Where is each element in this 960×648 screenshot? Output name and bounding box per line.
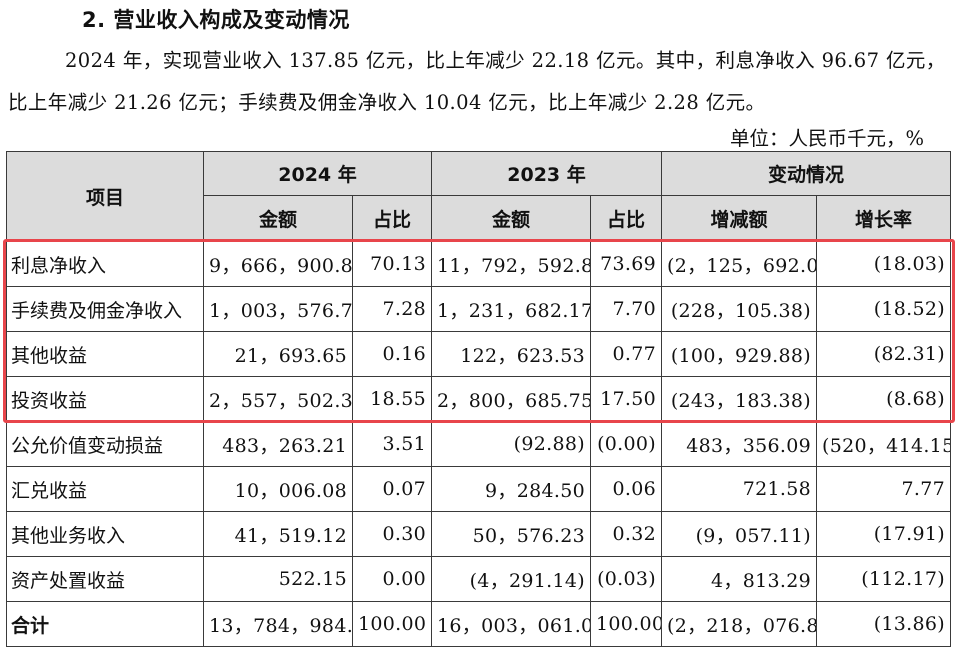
growth-rate: (520，414.15) <box>815 421 952 467</box>
summary-paragraph-line-1: 2024 年，实现营业收入 137.85 亿元，比上年减少 22.18 亿元。其… <box>65 49 946 72</box>
share-2024: 7.28 <box>352 286 432 332</box>
table-row: 汇兑收益 10，006.08 0.07 9，284.50 0.06 721.58… <box>6 466 952 512</box>
amount-2024: 483，263.21 <box>203 421 353 467</box>
amount-2023: 2，800，685.75 <box>431 376 591 422</box>
header-item: 项目 <box>6 151 204 242</box>
row-name: 其他业务收入 <box>6 511 204 557</box>
table-row: 公允价值变动损益 483，263.21 3.51 (92.88) (0.00) … <box>6 421 952 467</box>
summary-paragraph-line-2: 比上年减少 21.26 亿元；手续费及佣金净收入 10.04 亿元，比上年减少 … <box>8 91 766 114</box>
header-share-2024: 占比 <box>352 195 432 242</box>
share-2023: 17.50 <box>590 376 662 422</box>
share-2023: 7.70 <box>590 286 662 332</box>
header-growth-rate: 增长率 <box>815 195 952 242</box>
amount-2023: 122，623.53 <box>431 331 591 377</box>
row-name: 投资收益 <box>6 376 204 422</box>
share-2024: 70.13 <box>352 241 432 287</box>
share-2024: 18.55 <box>352 376 432 422</box>
amount-2024: 522.15 <box>203 556 353 602</box>
row-name: 利息净收入 <box>6 241 204 287</box>
total-amount-2023: 16，003，061.00 <box>431 601 591 647</box>
change-amount: (9，057.11) <box>661 511 817 557</box>
header-year-2023: 2023 年 <box>431 151 662 196</box>
header-year-2024: 2024 年 <box>203 151 432 196</box>
amount-2023: 11，792，592.84 <box>431 241 591 287</box>
table-header-row-2: 金额 占比 金额 占比 增减额 增长率 <box>7 195 952 242</box>
amount-2024: 21，693.65 <box>203 331 353 377</box>
header-share-2023: 占比 <box>590 195 662 242</box>
table-row: 投资收益 2，557，502.37 18.55 2，800，685.75 17.… <box>6 376 952 422</box>
total-amount-2024: 13，784，984.19 <box>203 601 353 647</box>
growth-rate: (112.17) <box>815 556 952 602</box>
share-2023: (0.00) <box>590 421 662 467</box>
total-change-amount: (2，218，076.81) <box>661 601 817 647</box>
amount-2024: 1，003，576.79 <box>203 286 353 332</box>
row-name: 手续费及佣金净收入 <box>6 286 204 332</box>
amount-2024: 9，666，900.81 <box>203 241 353 287</box>
share-2024: 0.30 <box>352 511 432 557</box>
share-2024: 0.07 <box>352 466 432 512</box>
growth-rate: (18.03) <box>815 241 952 287</box>
total-row-name: 合计 <box>6 601 204 647</box>
table-row: 资产处置收益 522.15 0.00 (4，291.14) (0.03) 4，8… <box>6 556 952 602</box>
table-header-row-1: 项目 2024 年 2023 年 变动情况 <box>6 151 952 242</box>
share-2023: 0.06 <box>590 466 662 512</box>
growth-rate: (17.91) <box>815 511 952 557</box>
share-2024: 0.00 <box>352 556 432 602</box>
row-name: 公允价值变动损益 <box>6 421 204 467</box>
amount-2023: 9，284.50 <box>431 466 591 512</box>
share-2024: 3.51 <box>352 421 432 467</box>
change-amount: 721.58 <box>661 466 817 512</box>
row-name: 汇兑收益 <box>6 466 204 512</box>
share-2023: 0.32 <box>590 511 662 557</box>
change-amount: 483，356.09 <box>661 421 817 467</box>
share-2023: 0.77 <box>590 331 662 377</box>
amount-2023: (4，291.14) <box>431 556 591 602</box>
revenue-table: 项目 2024 年 2023 年 变动情况 金额 占比 金额 占比 增减额 增长… <box>6 151 952 647</box>
table-row: 手续费及佣金净收入 1，003，576.79 7.28 1，231，682.17… <box>6 286 952 332</box>
amount-2024: 10，006.08 <box>203 466 353 512</box>
table-total-row: 合计 13，784，984.19 100.00 16，003，061.00 10… <box>6 601 952 647</box>
share-2023: 73.69 <box>590 241 662 287</box>
change-amount: (2，125，692.03) <box>661 241 817 287</box>
change-amount: 4，813.29 <box>661 556 817 602</box>
growth-rate: (82.31) <box>815 331 952 377</box>
header-change: 变动情况 <box>660 151 952 196</box>
change-amount: (100，929.88) <box>661 331 817 377</box>
change-amount: (228，105.38) <box>661 286 817 332</box>
change-amount: (243，183.38) <box>661 376 817 422</box>
row-name: 资产处置收益 <box>6 556 204 602</box>
header-amount-2023: 金额 <box>431 195 591 242</box>
table-row: 其他收益 21，693.65 0.16 122，623.53 0.77 (100… <box>6 331 952 377</box>
table-row: 其他业务收入 41，519.12 0.30 50，576.23 0.32 (9，… <box>6 511 952 557</box>
amount-2023: 50，576.23 <box>431 511 591 557</box>
header-change-amount: 增减额 <box>661 195 817 242</box>
amount-2023: 1，231，682.17 <box>431 286 591 332</box>
total-growth-rate: (13.86) <box>815 601 952 647</box>
table-row: 利息净收入 9，666，900.81 70.13 11，792，592.84 7… <box>6 241 952 287</box>
total-share-2023: 100.00 <box>590 601 662 647</box>
header-amount-2024: 金额 <box>203 195 353 242</box>
amount-2024: 41，519.12 <box>203 511 353 557</box>
total-share-2024: 100.00 <box>352 601 432 647</box>
growth-rate: (8.68) <box>815 376 952 422</box>
row-name: 其他收益 <box>6 331 204 377</box>
growth-rate: 7.77 <box>815 466 952 512</box>
amount-2023: (92.88) <box>431 421 591 467</box>
unit-note: 单位：人民币千元，% <box>729 127 924 150</box>
share-2023: (0.03) <box>590 556 662 602</box>
growth-rate: (18.52) <box>815 286 952 332</box>
section-heading: 2. 营业收入构成及变动情况 <box>82 8 350 32</box>
amount-2024: 2，557，502.37 <box>203 376 353 422</box>
share-2024: 0.16 <box>352 331 432 377</box>
